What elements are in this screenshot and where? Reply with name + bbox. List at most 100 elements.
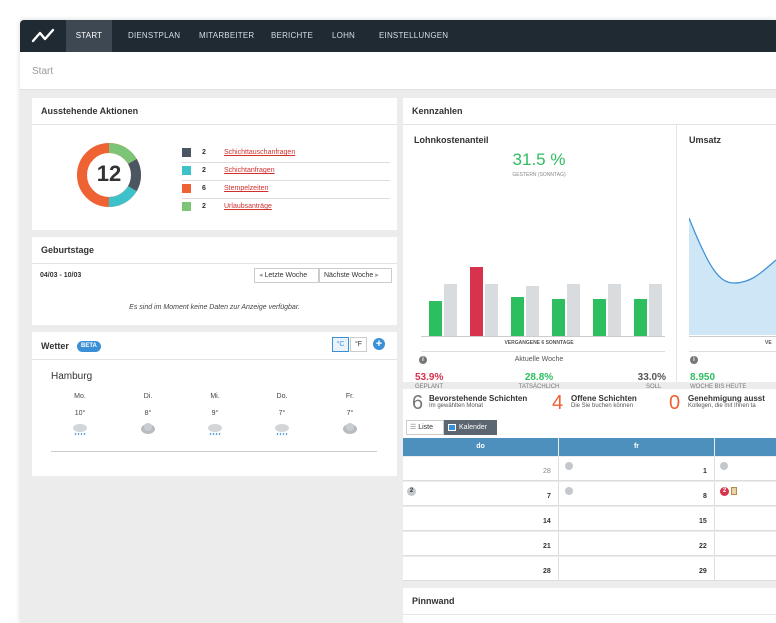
rain-cloud-icon <box>208 424 222 436</box>
approval-sub: Kollegen, die mit Ihnen ta <box>688 403 756 409</box>
empty-message: Es sind im Moment keine Daten zur Anzeig… <box>129 304 300 311</box>
actual-value: 28.8% <box>524 372 554 383</box>
vacation-icon[interactable] <box>731 487 737 495</box>
pinboard-panel: Pinnwand <box>403 588 776 623</box>
nav-lohn[interactable]: LOHN <box>332 31 356 40</box>
rain-cloud-icon <box>275 424 289 436</box>
divider <box>676 125 677 382</box>
bar-target[interactable] <box>567 283 580 336</box>
fahrenheit-toggle[interactable]: °F <box>350 337 367 352</box>
nav-dienstplan[interactable]: DIENSTPLAN <box>128 31 181 40</box>
shift-count-badge[interactable]: 2 <box>407 487 416 496</box>
target-value: 33.0% <box>637 372 666 383</box>
view-list-button[interactable]: ☰ Liste <box>406 420 444 435</box>
divider <box>182 180 390 181</box>
beta-badge: BETA <box>77 341 101 352</box>
revenue-area-chart <box>689 217 776 335</box>
pending-donut-chart <box>77 143 141 207</box>
weather-day: Mo. <box>74 393 86 400</box>
calendar-day[interactable]: 8 <box>703 493 707 500</box>
approval-title[interactable]: Genehmigung ausst <box>688 394 765 403</box>
open-sub: Die Sie buchen können <box>571 403 634 409</box>
shift-dot[interactable] <box>565 487 573 495</box>
bar-actual[interactable] <box>470 267 483 336</box>
weather-temp: 10° <box>74 410 86 417</box>
chart-baseline <box>421 336 665 337</box>
current-week-label: Aktuelle Woche <box>514 356 564 363</box>
calendar-col-header-fr: fr <box>559 438 714 456</box>
breadcrumb: Start <box>32 66 54 77</box>
bar-actual[interactable] <box>552 298 565 336</box>
add-icon[interactable]: + <box>373 338 385 350</box>
legend-count: 2 <box>202 149 206 156</box>
nav-mitarbeiter[interactable]: MITARBEITER <box>199 31 255 40</box>
panel-title: Geburtstage <box>32 237 397 264</box>
shift-dot[interactable] <box>720 462 728 470</box>
brand-logo-icon[interactable] <box>28 24 60 48</box>
divider <box>689 351 776 352</box>
nav-start[interactable]: START <box>66 20 112 52</box>
next-week-label: Nächste Woche <box>324 272 374 279</box>
bar-actual[interactable] <box>634 298 647 336</box>
next-week-button[interactable]: Nächste Woche ▸ <box>319 268 392 283</box>
calendar-day[interactable]: 28 <box>543 568 551 575</box>
shift-dot[interactable] <box>565 462 573 470</box>
upcoming-count: 6 <box>412 392 424 414</box>
shift-count-badge[interactable]: 2 <box>720 487 729 496</box>
calendar-day[interactable]: 29 <box>699 568 707 575</box>
date-range: 04/03 - 10/03 <box>40 272 82 279</box>
celsius-toggle[interactable]: °C <box>332 337 349 352</box>
link-schichtanfragen[interactable]: Schichtanfragen <box>224 167 275 174</box>
calendar-day[interactable]: 7 <box>547 493 551 500</box>
calendar-row: 28 1 <box>403 457 776 481</box>
link-urlaubsantraege[interactable]: Urlaubsanträge <box>224 203 272 210</box>
breadcrumb-bar: Start <box>20 52 776 90</box>
link-schichttauschanfragen[interactable]: Schichttauschanfragen <box>224 149 296 156</box>
info-icon[interactable]: i <box>690 356 698 364</box>
divider <box>558 532 559 556</box>
link-stempelzeiten[interactable]: Stempelzeiten <box>224 185 269 192</box>
weather-temp: 9° <box>211 410 219 417</box>
bar-target[interactable] <box>608 283 621 336</box>
view-calendar-button[interactable]: Kalender <box>444 420 497 435</box>
panel-title: Ausstehende Aktionen <box>32 98 397 125</box>
bar-actual[interactable] <box>593 298 606 336</box>
pending-actions-panel: Ausstehende Aktionen 12 2 Schichttauscha… <box>32 98 397 230</box>
panel-title: Kennzahlen <box>403 98 776 125</box>
bar-target[interactable] <box>526 286 539 336</box>
calendar-day[interactable]: 28 <box>543 468 551 475</box>
weather-day: Di. <box>143 393 153 400</box>
calendar-day[interactable]: 21 <box>543 543 551 550</box>
chevron-right-icon: ▸ <box>373 272 379 279</box>
weather-panel: Wetter BETA °C °F + Hamburg Mo. Di. Mi. … <box>32 332 397 476</box>
bar-target[interactable] <box>444 283 457 336</box>
upcoming-title[interactable]: Bevorstehende Schichten <box>429 394 528 403</box>
birthdays-panel: Geburtstage 04/03 - 10/03 ◂ Letzte Woche… <box>32 237 397 325</box>
kpi-panel: Kennzahlen Lohnkostenanteil 31.5 % GESTE… <box>403 98 776 383</box>
chevron-left-icon: ◂ <box>259 272 265 279</box>
prev-week-button[interactable]: ◂ Letzte Woche <box>254 268 319 283</box>
calendar-row: 2 7 8 2 <box>403 482 776 506</box>
approval-count: 0 <box>669 392 681 414</box>
calendar-row: 28 29 <box>403 557 776 581</box>
labor-cost-title: Lohnkostenanteil <box>414 135 489 145</box>
list-icon: ☰ <box>410 424 419 431</box>
info-icon[interactable]: i <box>419 356 427 364</box>
labor-cost-sub: GESTERN (SONNTAG) <box>512 172 566 178</box>
calendar-day[interactable]: 15 <box>699 518 707 525</box>
nav-berichte[interactable]: BERICHTE <box>271 31 314 40</box>
revenue-value: 8.950 <box>690 372 716 383</box>
bar-actual[interactable] <box>429 301 442 336</box>
panel-title: Pinnwand <box>403 588 776 615</box>
nav-einstellungen[interactable]: EINSTELLUNGEN <box>379 31 449 40</box>
calendar-day[interactable]: 22 <box>699 543 707 550</box>
calendar-day[interactable]: 1 <box>703 468 707 475</box>
top-navigation: START DIENSTPLAN MITARBEITER BERICHTE LO… <box>20 20 776 52</box>
bar-target[interactable] <box>649 283 662 336</box>
calendar-day[interactable]: 14 <box>543 518 551 525</box>
view-list-label: Liste <box>418 424 434 431</box>
open-title[interactable]: Offene Schichten <box>571 394 637 403</box>
bar-target[interactable] <box>485 283 498 336</box>
planned-value: 53.9% <box>415 372 444 383</box>
bar-actual[interactable] <box>511 297 524 336</box>
